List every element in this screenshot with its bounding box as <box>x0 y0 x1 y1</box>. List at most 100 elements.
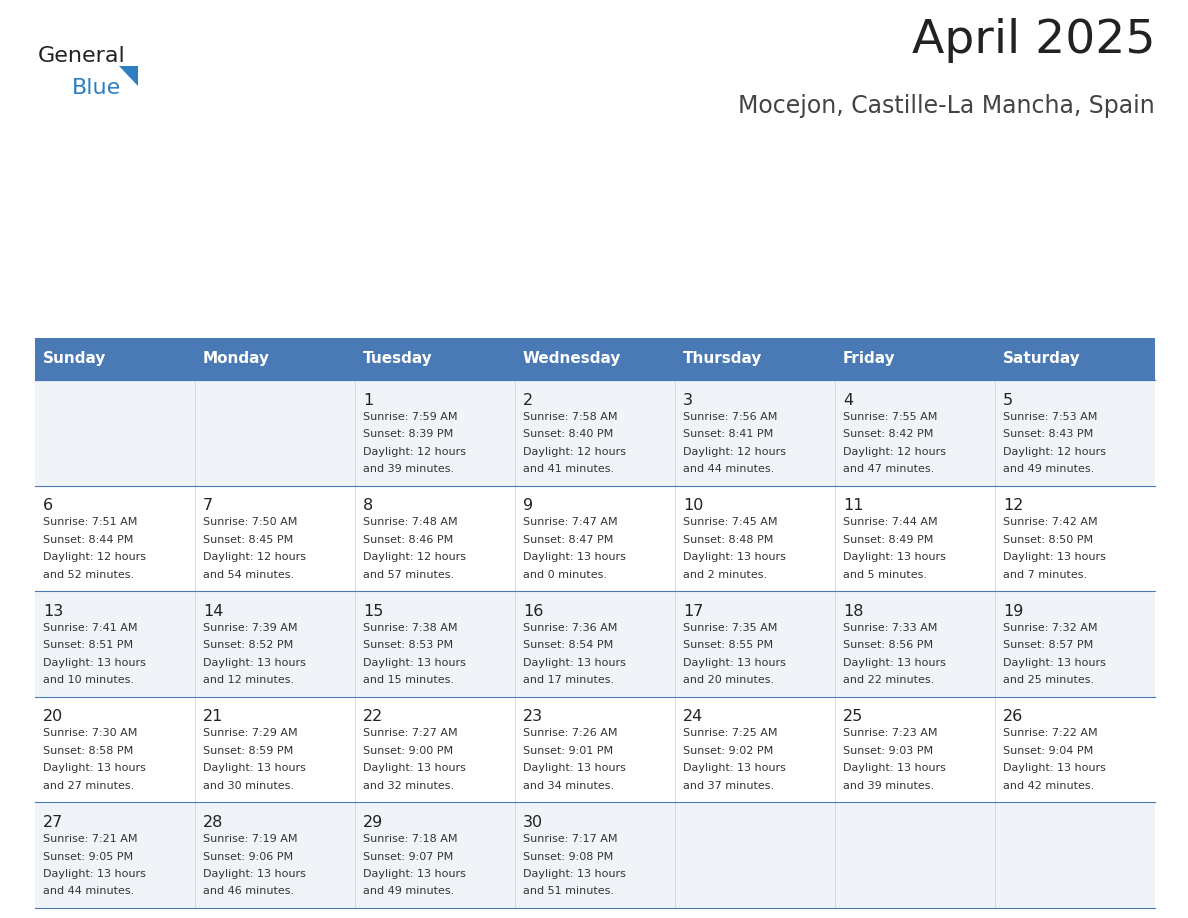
Text: and 54 minutes.: and 54 minutes. <box>203 569 295 579</box>
Text: 19: 19 <box>1003 604 1023 619</box>
Bar <box>34 591 1155 697</box>
Text: April 2025: April 2025 <box>911 18 1155 63</box>
Text: and 39 minutes.: and 39 minutes. <box>843 780 934 790</box>
Text: Daylight: 13 hours: Daylight: 13 hours <box>843 657 946 667</box>
Text: Daylight: 13 hours: Daylight: 13 hours <box>683 552 786 562</box>
Text: Sunset: 8:39 PM: Sunset: 8:39 PM <box>364 429 454 439</box>
Text: Sunset: 8:53 PM: Sunset: 8:53 PM <box>364 640 453 650</box>
Text: and 7 minutes.: and 7 minutes. <box>1003 569 1087 579</box>
Text: Daylight: 12 hours: Daylight: 12 hours <box>203 552 307 562</box>
Text: Sunrise: 7:18 AM: Sunrise: 7:18 AM <box>364 834 457 844</box>
Text: Thursday: Thursday <box>683 352 763 366</box>
Text: Sunset: 9:08 PM: Sunset: 9:08 PM <box>523 852 613 861</box>
Text: Daylight: 13 hours: Daylight: 13 hours <box>203 764 305 773</box>
Text: Sunrise: 7:50 AM: Sunrise: 7:50 AM <box>203 517 297 527</box>
Bar <box>516 338 675 380</box>
Text: Sunset: 8:45 PM: Sunset: 8:45 PM <box>203 534 293 544</box>
Text: and 41 minutes.: and 41 minutes. <box>523 464 614 474</box>
Text: Sunrise: 7:30 AM: Sunrise: 7:30 AM <box>43 729 138 738</box>
Text: General: General <box>38 46 126 66</box>
Text: Sunset: 9:02 PM: Sunset: 9:02 PM <box>683 746 773 756</box>
Text: and 0 minutes.: and 0 minutes. <box>523 569 607 579</box>
Text: Daylight: 13 hours: Daylight: 13 hours <box>364 869 466 879</box>
Text: 2: 2 <box>523 393 533 408</box>
Text: Daylight: 13 hours: Daylight: 13 hours <box>843 764 946 773</box>
Text: Sunset: 8:59 PM: Sunset: 8:59 PM <box>203 746 293 756</box>
Text: Sunset: 9:04 PM: Sunset: 9:04 PM <box>1003 746 1093 756</box>
Text: Sunrise: 7:51 AM: Sunrise: 7:51 AM <box>43 517 138 527</box>
Text: 14: 14 <box>203 604 223 619</box>
Text: Daylight: 13 hours: Daylight: 13 hours <box>43 657 146 667</box>
Bar <box>355 338 516 380</box>
Text: and 2 minutes.: and 2 minutes. <box>683 569 767 579</box>
Text: Blue: Blue <box>72 78 121 98</box>
Text: Sunrise: 7:29 AM: Sunrise: 7:29 AM <box>203 729 298 738</box>
Text: Sunset: 9:03 PM: Sunset: 9:03 PM <box>843 746 933 756</box>
Text: Sunrise: 7:23 AM: Sunrise: 7:23 AM <box>843 729 937 738</box>
Text: Sunset: 8:50 PM: Sunset: 8:50 PM <box>1003 534 1093 544</box>
Text: and 49 minutes.: and 49 minutes. <box>364 887 454 896</box>
Text: 23: 23 <box>523 710 543 724</box>
Text: Sunrise: 7:53 AM: Sunrise: 7:53 AM <box>1003 411 1098 421</box>
Text: Wednesday: Wednesday <box>523 352 621 366</box>
Text: Daylight: 12 hours: Daylight: 12 hours <box>364 552 466 562</box>
Text: Friday: Friday <box>843 352 896 366</box>
Text: Sunrise: 7:58 AM: Sunrise: 7:58 AM <box>523 411 618 421</box>
Bar <box>34 486 1155 591</box>
Text: Sunrise: 7:25 AM: Sunrise: 7:25 AM <box>683 729 777 738</box>
Text: Tuesday: Tuesday <box>364 352 432 366</box>
Text: Daylight: 13 hours: Daylight: 13 hours <box>523 552 626 562</box>
Text: and 39 minutes.: and 39 minutes. <box>364 464 454 474</box>
Text: Mocejon, Castille-La Mancha, Spain: Mocejon, Castille-La Mancha, Spain <box>738 94 1155 118</box>
Text: Sunrise: 7:42 AM: Sunrise: 7:42 AM <box>1003 517 1098 527</box>
Bar <box>34 802 1155 908</box>
Text: Daylight: 12 hours: Daylight: 12 hours <box>523 446 626 456</box>
Text: 12: 12 <box>1003 498 1023 513</box>
Text: Sunset: 9:01 PM: Sunset: 9:01 PM <box>523 746 613 756</box>
Text: Saturday: Saturday <box>1003 352 1081 366</box>
Text: 17: 17 <box>683 604 703 619</box>
Text: Sunset: 8:44 PM: Sunset: 8:44 PM <box>43 534 133 544</box>
Text: 13: 13 <box>43 604 63 619</box>
Text: Sunset: 8:56 PM: Sunset: 8:56 PM <box>843 640 933 650</box>
Polygon shape <box>119 66 138 86</box>
Text: Daylight: 12 hours: Daylight: 12 hours <box>683 446 786 456</box>
Text: Sunset: 8:43 PM: Sunset: 8:43 PM <box>1003 429 1093 439</box>
Text: and 47 minutes.: and 47 minutes. <box>843 464 934 474</box>
Text: Sunrise: 7:22 AM: Sunrise: 7:22 AM <box>1003 729 1098 738</box>
Text: and 15 minutes.: and 15 minutes. <box>364 675 454 685</box>
Text: Monday: Monday <box>203 352 270 366</box>
Text: and 10 minutes.: and 10 minutes. <box>43 675 134 685</box>
Text: 6: 6 <box>43 498 53 513</box>
Text: 25: 25 <box>843 710 864 724</box>
Text: 24: 24 <box>683 710 703 724</box>
Text: Sunset: 8:49 PM: Sunset: 8:49 PM <box>843 534 934 544</box>
Text: Sunset: 8:40 PM: Sunset: 8:40 PM <box>523 429 613 439</box>
Text: Sunday: Sunday <box>43 352 107 366</box>
Text: 1: 1 <box>364 393 373 408</box>
Text: Sunset: 8:57 PM: Sunset: 8:57 PM <box>1003 640 1093 650</box>
Text: Daylight: 13 hours: Daylight: 13 hours <box>1003 552 1106 562</box>
Text: Sunrise: 7:56 AM: Sunrise: 7:56 AM <box>683 411 777 421</box>
Bar <box>195 338 355 380</box>
Text: 16: 16 <box>523 604 543 619</box>
Text: and 51 minutes.: and 51 minutes. <box>523 887 614 896</box>
Text: Sunrise: 7:21 AM: Sunrise: 7:21 AM <box>43 834 138 844</box>
Text: 22: 22 <box>364 710 384 724</box>
Text: Sunrise: 7:41 AM: Sunrise: 7:41 AM <box>43 623 138 633</box>
Text: and 5 minutes.: and 5 minutes. <box>843 569 927 579</box>
Text: 29: 29 <box>364 815 384 830</box>
Bar <box>835 338 996 380</box>
Text: Sunset: 9:06 PM: Sunset: 9:06 PM <box>203 852 293 861</box>
Text: and 44 minutes.: and 44 minutes. <box>683 464 775 474</box>
Text: Sunrise: 7:26 AM: Sunrise: 7:26 AM <box>523 729 618 738</box>
Bar <box>996 338 1155 380</box>
Text: Sunrise: 7:44 AM: Sunrise: 7:44 AM <box>843 517 937 527</box>
Text: Sunrise: 7:38 AM: Sunrise: 7:38 AM <box>364 623 457 633</box>
Text: 26: 26 <box>1003 710 1023 724</box>
Text: Daylight: 13 hours: Daylight: 13 hours <box>683 657 786 667</box>
Text: Sunset: 8:51 PM: Sunset: 8:51 PM <box>43 640 133 650</box>
Text: Sunset: 8:46 PM: Sunset: 8:46 PM <box>364 534 454 544</box>
Text: 21: 21 <box>203 710 223 724</box>
Text: Daylight: 12 hours: Daylight: 12 hours <box>43 552 146 562</box>
